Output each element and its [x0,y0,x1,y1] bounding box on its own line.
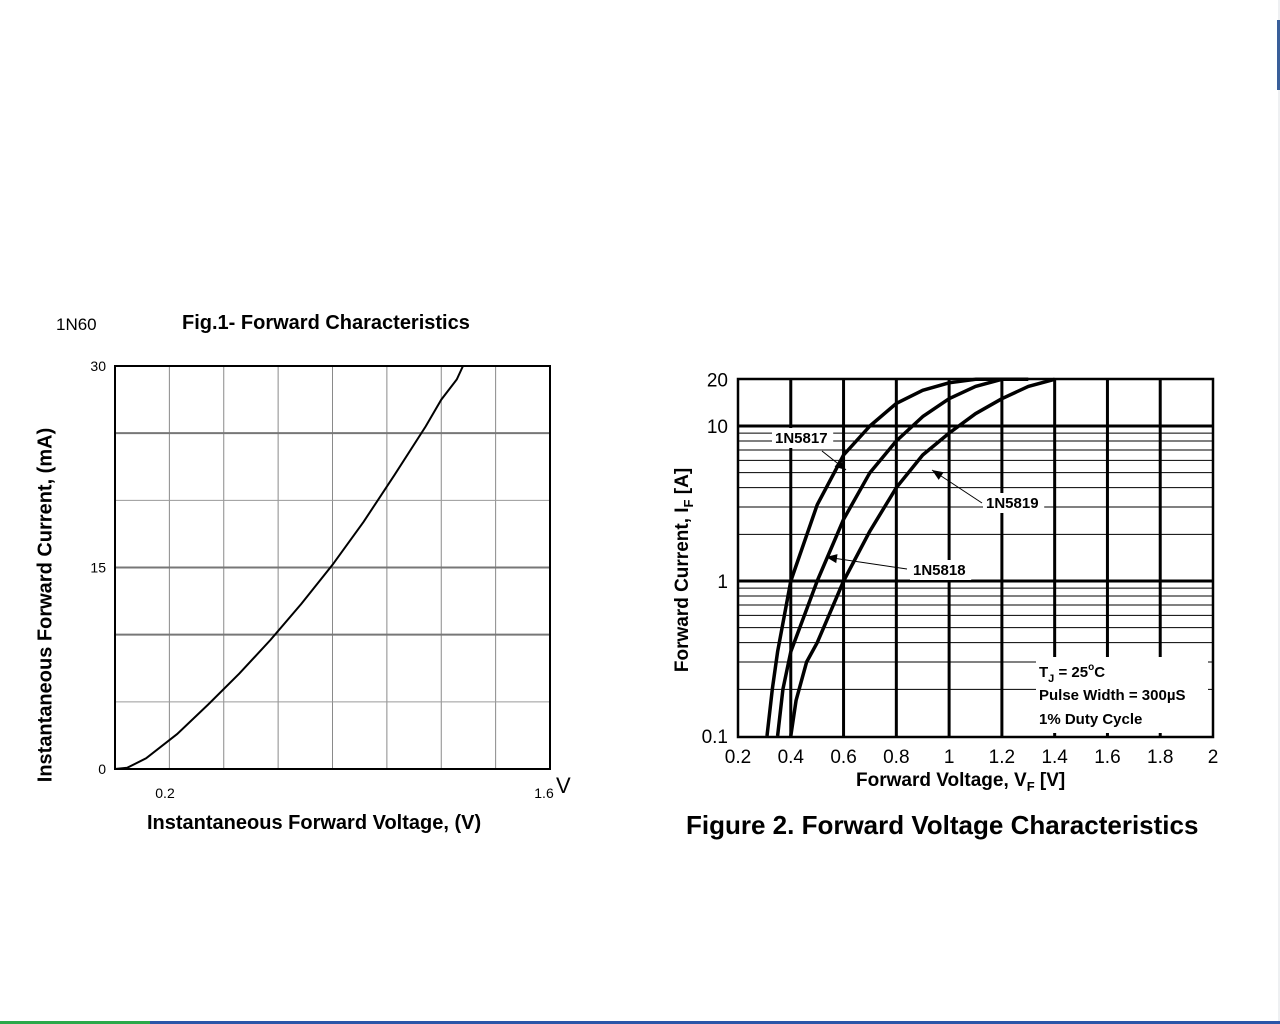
fig2-leader-arrow [932,470,944,480]
fig2-x-tick-label: 1.4 [1041,747,1068,768]
fig2-series-label-1n5818: 1N5818 [913,562,966,579]
fig2-condition-pulse: Pulse Width = 300µS [1039,687,1185,704]
fig2-x-axis-label: Forward Voltage, VF [V] [856,770,1065,794]
fig2-y-tick-label: 1 [717,572,728,593]
fig2-x-axis-label-sub: F [1026,778,1035,794]
fig2-leader-arrow [826,554,838,564]
fig1-x-tick-label: 1.6 [534,785,554,801]
fig2-series-label-1n5819: 1N5819 [986,495,1039,512]
fig2-condition-tj-part: J [1048,673,1054,685]
fig2-x-tick-label: 1 [944,747,955,768]
fig2-conditions-box [1036,657,1208,733]
fig2-curve-1n5817 [765,377,1002,737]
fig2-y-tick-label: 20 [707,370,728,391]
fig2-y-axis-label: Forward Current, IF [A] [672,468,696,672]
fig1-curve [114,365,476,770]
fig2-x-tick-label: 0.4 [778,747,805,768]
fig1-y-tick-label: 15 [90,560,106,576]
fig1-x-unit-label: V [556,773,571,798]
fig1-frame [114,365,551,770]
fig2-x-tick-label: 0.8 [883,747,909,768]
fig2-y-tick-label: 0.1 [702,727,728,748]
fig2-curve-1n5818 [775,377,1029,737]
fig2-curve-1n5819 [789,377,1056,737]
fig1-y-tick-label: 30 [90,358,106,374]
taskbar-strip-accent [0,1021,150,1024]
fig2-y-axis-label-sub: F [680,499,696,508]
fig2-x-tick-label: 1.2 [989,747,1015,768]
fig2-series-label-1n5817: 1N5817 [775,430,828,447]
fig2-condition-tj: TJ = 25oC [1039,662,1105,685]
fig2-y-axis-label-unit: [A] [672,467,694,500]
fig2-leader-line [825,556,908,570]
fig2-y-axis-label-main: Forward Current, I [672,507,694,673]
window-edge-mark [1277,20,1280,90]
fig2-series-label-bg [910,560,972,580]
fig2-leader-arrow [834,459,846,470]
fig2-series-label-bg [772,428,834,448]
fig2-title: Figure 2. Forward Voltage Characteristic… [686,810,1199,840]
window-right-edge [1278,0,1280,1024]
fig2-x-tick-label: 0.2 [725,747,751,768]
fig2-condition-tj-part: o [1088,662,1094,673]
fig2-condition-duty: 1% Duty Cycle [1039,711,1142,728]
fig2-x-tick-label: 0.6 [830,747,856,768]
fig2-x-axis-label-main: Forward Voltage, V [856,770,1027,791]
fig2-x-tick-label: 1.6 [1094,747,1120,768]
fig2-condition-tj-part: C [1094,664,1105,681]
fig1-title: Fig.1- Forward Characteristics [182,312,470,334]
fig2-x-axis-label-unit: [V] [1034,770,1066,791]
fig1-x-axis-label: Instantaneous Forward Voltage, (V) [147,812,482,834]
fig2-x-tick-label: 1.8 [1147,747,1173,768]
taskbar-strip [0,1021,1280,1024]
fig2-series-label-bg [983,493,1045,513]
fig2-y-tick-label: 10 [707,417,728,438]
fig2-condition-tj-part: = 25 [1054,664,1088,681]
fig2-condition-tj-part: T [1039,664,1048,681]
fig1-device-label: 1N60 [56,315,97,334]
fig1-y-tick-label: 0 [98,761,106,777]
fig1-x-tick-label: 0.2 [155,785,175,801]
fig2-x-tick-label: 2 [1208,747,1219,768]
